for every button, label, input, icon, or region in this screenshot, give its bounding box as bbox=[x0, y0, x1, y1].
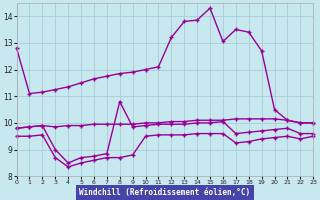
X-axis label: Windchill (Refroidissement éolien,°C): Windchill (Refroidissement éolien,°C) bbox=[79, 188, 251, 197]
